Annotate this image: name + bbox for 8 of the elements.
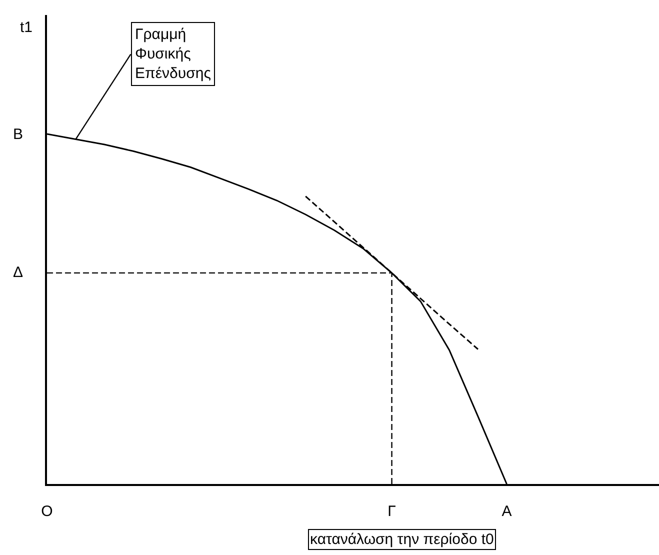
- ref-line-label: Δ: [13, 264, 24, 281]
- text: t1: [20, 19, 33, 36]
- x-tick-label: A: [502, 502, 512, 520]
- x-tick-label: O: [41, 502, 53, 520]
- annotation: B: [13, 126, 24, 143]
- x-tick-label: Γ: [388, 502, 396, 520]
- text: Γραμμή Φυσικής Επένδυσης: [135, 26, 211, 82]
- x-axis-title: κατανάλωση την περίοδο t0: [310, 531, 494, 548]
